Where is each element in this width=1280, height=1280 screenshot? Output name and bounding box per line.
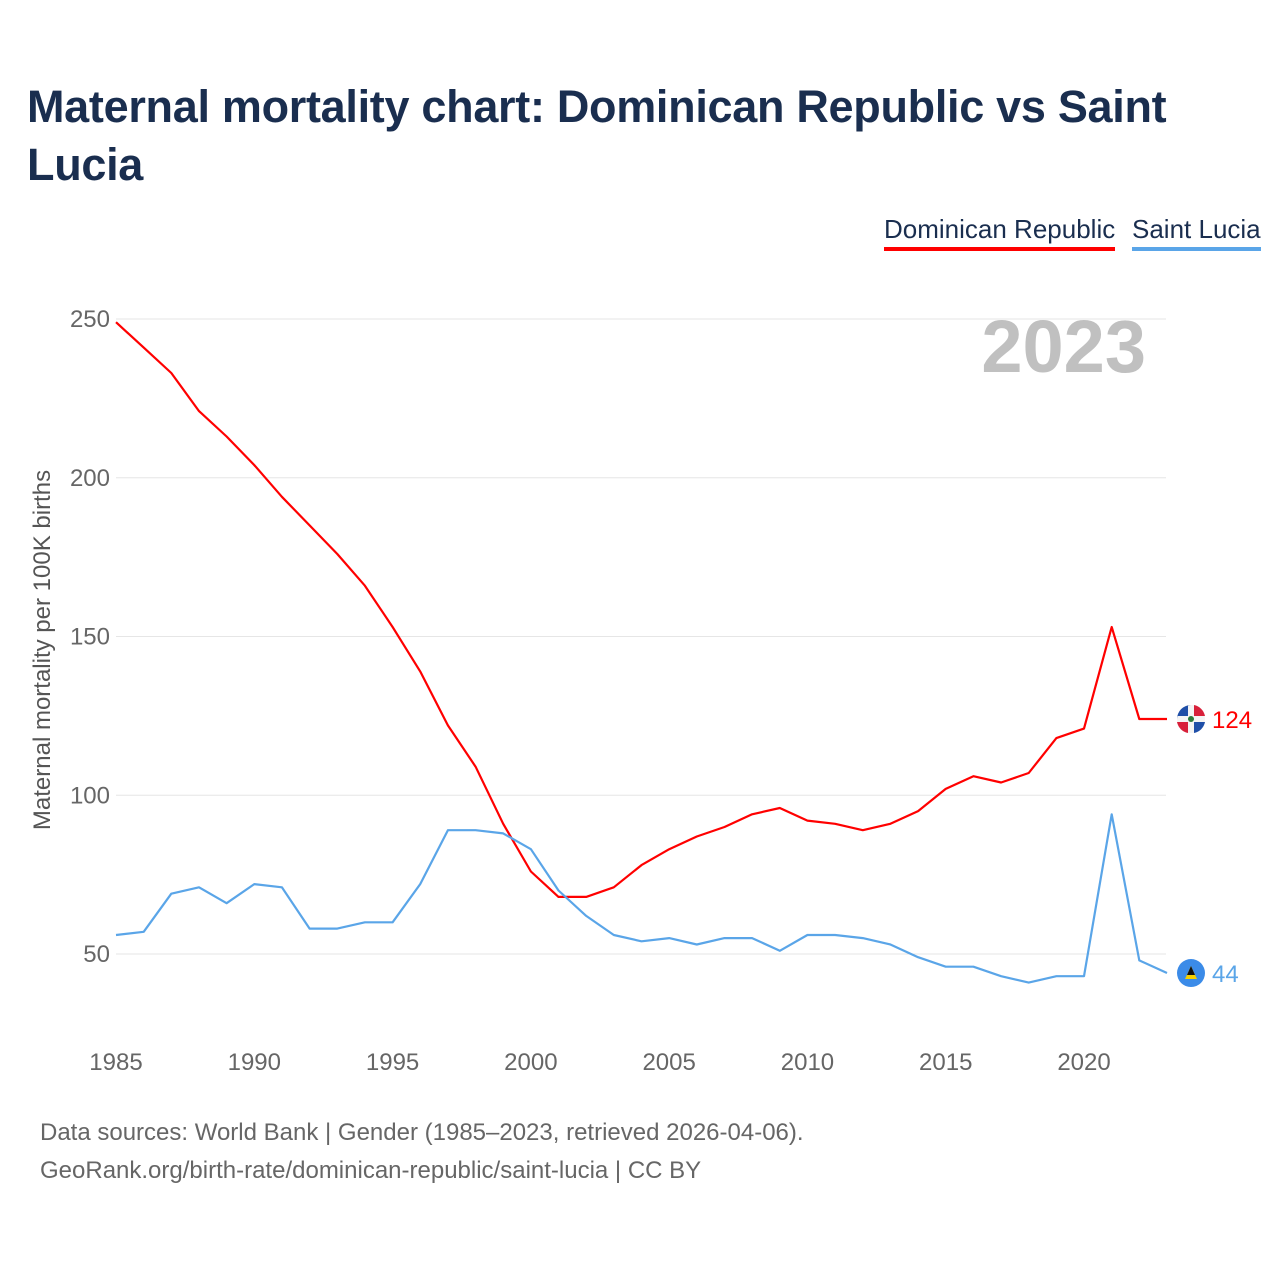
y-tick-label: 50 <box>83 941 110 968</box>
y-tick-label: 250 <box>70 306 110 333</box>
x-tick-label: 1995 <box>366 1049 419 1076</box>
end-value-label-saint-lucia: 44 <box>1212 961 1239 988</box>
legend-dominican-republic[interactable]: Dominican Republic <box>884 214 1116 251</box>
y-tick-label: 150 <box>70 624 110 651</box>
footer-attribution[interactable]: GeoRank.org/birth-rate/dominican-republi… <box>40 1157 702 1184</box>
dominican-republic-flag-icon <box>1177 705 1205 734</box>
end-value-label-dominican-republic: 124 <box>1212 707 1252 734</box>
year-watermark: 2023 <box>981 305 1146 388</box>
x-tick-label: 2000 <box>504 1049 557 1076</box>
x-tick-label: 2020 <box>1057 1049 1110 1076</box>
x-tick-label: 2010 <box>781 1049 834 1076</box>
legend-saint-lucia[interactable]: Saint Lucia <box>1132 214 1261 251</box>
saint-lucia-flag-icon <box>1177 959 1205 988</box>
x-tick-label: 1990 <box>228 1049 281 1076</box>
x-tick-label: 2005 <box>642 1049 695 1076</box>
series-line-saint-lucia <box>115 813 1168 984</box>
chart-title: Maternal mortality chart: Dominican Repu… <box>27 81 1167 190</box>
y-tick-label: 100 <box>70 782 110 809</box>
x-tick-label: 1985 <box>89 1049 142 1076</box>
x-tick-label: 2015 <box>919 1049 972 1076</box>
y-axis-label: Maternal mortality per 100K births <box>29 470 56 830</box>
y-tick-label: 200 <box>70 465 110 492</box>
footer-sources: Data sources: World Bank | Gender (1985–… <box>40 1119 804 1146</box>
series-line-dominican-republic <box>115 321 1167 898</box>
